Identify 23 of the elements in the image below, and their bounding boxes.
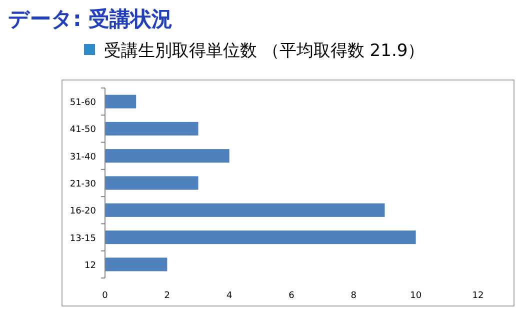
y-tick-label: 51-60 [70,98,96,108]
chart-title: データ: 受講状況 [8,7,173,31]
x-tick-label: 4 [226,291,232,301]
bar [105,122,198,136]
bar [105,258,168,272]
x-tick-label: 0 [102,291,108,301]
bar [105,230,416,244]
y-tick-label: 31-40 [70,152,96,162]
y-tick-label: 16-20 [70,206,96,217]
bar [105,149,230,163]
y-tick-label: 12 [84,260,96,271]
y-tick-label: 13-15 [70,234,96,244]
y-tick-label: 21-30 [70,180,96,190]
x-tick-label: 2 [164,291,170,301]
y-tick-label: 41-50 [70,125,96,136]
x-tick-label: 6 [288,291,295,301]
bar [105,176,198,190]
chart-subtitle: 受講生別取得単位数 （平均取得数 21.9） [104,41,425,61]
bar [105,203,385,217]
x-tick-label: 10 [410,291,422,301]
x-tick-label: 8 [350,291,357,301]
x-tick-label: 12 [472,291,484,301]
bar [105,94,136,108]
